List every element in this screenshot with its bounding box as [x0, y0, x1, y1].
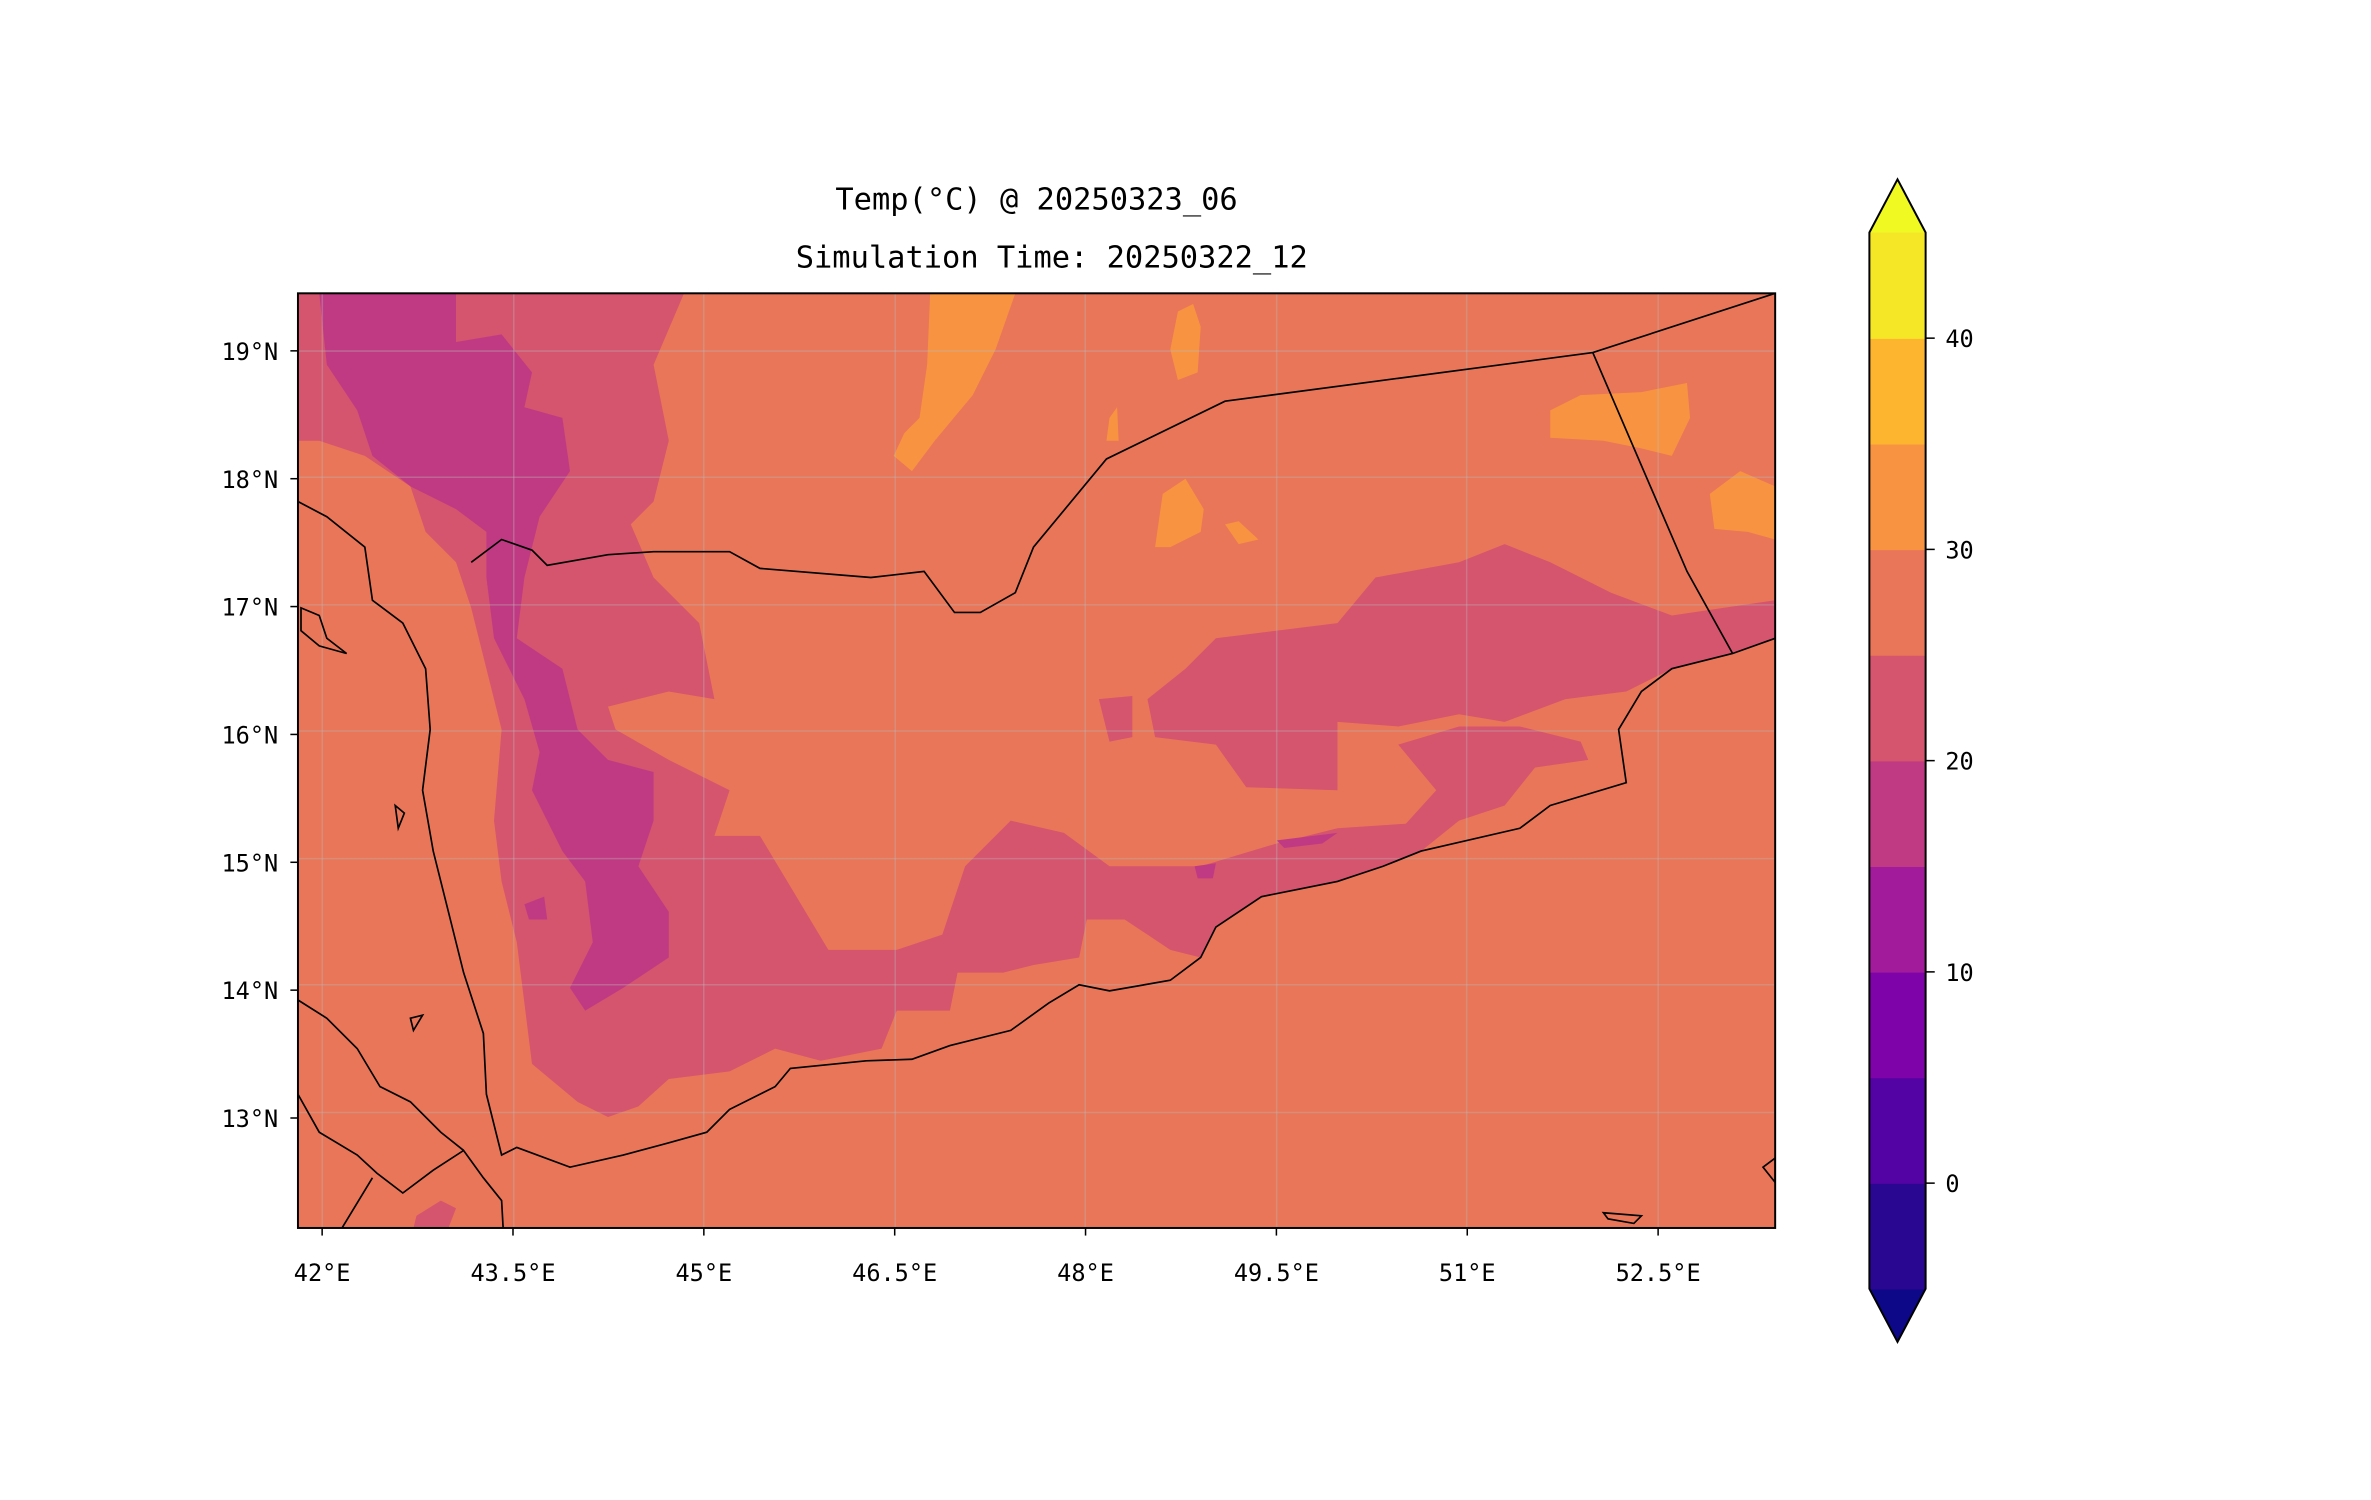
x-tick-label: 42°E — [294, 1259, 351, 1287]
latitude-axis: 19°N 18°N 17°N 16°N 15°N 14°N 13°N — [221, 338, 298, 1133]
temp-band-15-20 — [319, 293, 1338, 1011]
map-frame — [296, 292, 1777, 1229]
x-tick-label: 49.5°E — [1234, 1259, 1319, 1287]
title-line-2: Simulation Time: 20250322_12 — [796, 240, 1308, 275]
colorbar-bin — [1869, 232, 1926, 339]
colorbar-bin — [1869, 338, 1926, 445]
y-tick-label: 17°N — [221, 594, 278, 622]
colorbar-bin — [1869, 1077, 1926, 1184]
y-tick-label: 18°N — [221, 466, 278, 494]
y-tick-label: 19°N — [221, 338, 278, 366]
colorbar-bin — [1869, 866, 1926, 973]
colorbar-tick-label: 20 — [1945, 748, 1973, 776]
colorbar-tick-label: 0 — [1945, 1170, 1959, 1198]
colorbar-bin — [1869, 760, 1926, 868]
colorbar: 0 10 20 30 40 — [1868, 177, 1974, 1345]
x-tick-label: 45°E — [675, 1259, 732, 1287]
colorbar-tick-label: 10 — [1945, 959, 1973, 987]
title-line-1: Temp(°C) @ 20250323_06 — [835, 183, 1237, 218]
arabia-coastline — [297, 500, 1776, 1169]
colorbar-tick-label: 40 — [1945, 325, 1973, 353]
temp-band-30-35 — [893, 293, 1776, 548]
colorbar-bin — [1869, 549, 1926, 656]
map-area — [297, 293, 1776, 1228]
x-tick-label: 43.5°E — [470, 1259, 555, 1287]
colorbar-extend-max — [1869, 179, 1926, 233]
colorbar-bin — [1869, 443, 1926, 551]
saudi-yemen-border — [470, 293, 1776, 614]
x-tick-label: 46.5°E — [852, 1259, 937, 1287]
colorbar-bin — [1869, 971, 1926, 1079]
longitude-axis: 42°E 43.5°E 45°E 46.5°E 48°E 49.5°E 51°E 52.5°E — [294, 1227, 1701, 1287]
colorbar-outline — [1868, 177, 1927, 1345]
x-tick-label: 48°E — [1057, 1259, 1114, 1287]
temp-band-20-25-east — [413, 544, 1776, 1228]
y-tick-label: 14°N — [221, 977, 278, 1005]
colorbar-tick-label: 30 — [1945, 537, 1973, 565]
y-tick-label: 15°N — [221, 849, 278, 877]
islands — [300, 606, 1776, 1225]
y-tick-label: 13°N — [221, 1105, 278, 1133]
y-tick-label: 16°N — [221, 722, 278, 750]
x-tick-label: 51°E — [1439, 1259, 1496, 1287]
gridlines — [297, 293, 1776, 1228]
africa-coastline — [297, 999, 504, 1228]
colorbar-bin — [1869, 655, 1926, 762]
colorbar-extend-min — [1869, 1288, 1926, 1342]
x-tick-label: 52.5°E — [1616, 1259, 1701, 1287]
oman-border — [1592, 352, 1734, 654]
colorbar-bin — [1869, 1183, 1926, 1290]
